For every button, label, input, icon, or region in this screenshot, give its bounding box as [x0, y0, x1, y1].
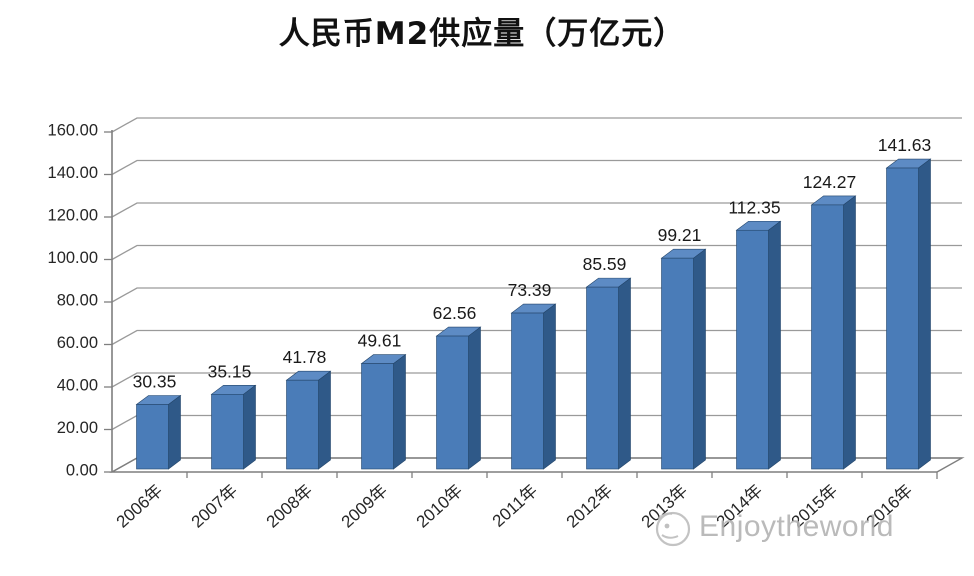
- x-axis-label: 2007年: [188, 481, 241, 532]
- bar-front-face: [811, 204, 844, 470]
- bar-value-label: 41.78: [283, 347, 327, 367]
- y-axis-label: 80.00: [57, 292, 98, 310]
- bar-value-label: 112.35: [728, 197, 780, 217]
- plot-floor: [109, 457, 965, 473]
- bar-side-face: [168, 394, 181, 470]
- bar-side-face: [468, 326, 481, 470]
- x-axis-label: 2010年: [413, 481, 466, 532]
- x-axis-label: 2006年: [113, 481, 166, 532]
- bar-value-label: 99.21: [658, 225, 702, 245]
- y-axis-label: 20.00: [57, 419, 98, 437]
- bar-front-face: [211, 394, 244, 470]
- bar-front-face: [661, 257, 694, 470]
- bar-side-face: [693, 248, 706, 470]
- x-axis-label: 2011年: [489, 481, 542, 531]
- y-axis-label: 140.00: [48, 164, 98, 182]
- bar-front-face: [286, 379, 319, 470]
- x-axis-label: 2015年: [788, 481, 841, 532]
- bar-value-label: 124.27: [803, 172, 857, 192]
- y-axis-label: 60.00: [57, 334, 98, 352]
- bar-side-face: [318, 370, 331, 470]
- y-axis-label: 120.00: [48, 207, 98, 225]
- bar-value-label: 30.35: [133, 372, 177, 392]
- bar-front-face: [136, 404, 169, 470]
- bar-side-face: [393, 353, 406, 470]
- bar-front-face: [361, 363, 394, 470]
- bar-front-face: [436, 335, 469, 470]
- y-gridline: [111, 159, 962, 176]
- x-axis-label: 2008年: [263, 481, 316, 532]
- y-axis-label: 40.00: [57, 377, 98, 395]
- bar-side-face: [768, 220, 781, 470]
- y-gridline: [111, 244, 962, 261]
- bar-side-face: [918, 158, 931, 470]
- y-axis-label: 160.00: [48, 122, 98, 140]
- x-axis-label: 2012年: [563, 481, 616, 532]
- bar-value-label: 73.39: [508, 280, 552, 300]
- bar-side-face: [618, 277, 631, 470]
- bar-side-face: [843, 195, 856, 470]
- bar-value-label: 35.15: [208, 361, 252, 381]
- bar-value-label: 141.63: [878, 135, 932, 155]
- bar-value-label: 62.56: [433, 303, 477, 323]
- bar-side-face: [243, 384, 256, 470]
- y-axis-label: 0.00: [66, 462, 98, 480]
- bar-value-label: 85.59: [583, 254, 627, 274]
- x-axis-label: 2016年: [863, 481, 916, 532]
- x-axis-label: 2009年: [338, 481, 391, 532]
- y-gridline: [111, 117, 962, 133]
- x-axis-label: 2013年: [638, 481, 691, 532]
- bar-front-face: [736, 229, 769, 470]
- bar-side-face: [543, 303, 556, 470]
- bar-value-label: 49.61: [358, 331, 402, 351]
- x-axis-label: 2014年: [713, 481, 766, 532]
- y-gridline: [111, 202, 962, 218]
- bar-front-face: [886, 167, 919, 470]
- chart-title: 人民币M2供应量（万亿元）: [278, 16, 686, 52]
- y-axis-label: 100.00: [48, 249, 98, 267]
- bar-front-face: [511, 312, 544, 470]
- bar-front-face: [586, 286, 619, 470]
